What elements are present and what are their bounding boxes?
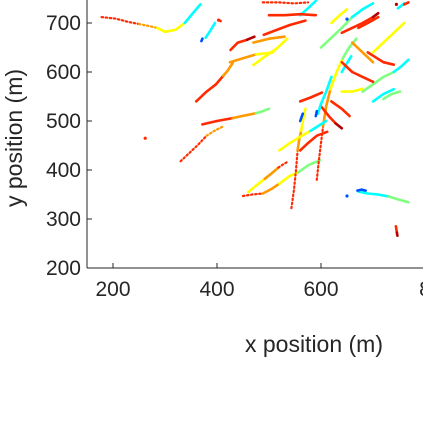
track-50: [350, 2, 375, 19]
track-39: [298, 130, 329, 152]
track-65: [356, 188, 367, 192]
track-64: [387, 195, 410, 204]
y-tick-label: 300: [46, 208, 81, 231]
track-51: [330, 8, 349, 25]
track-44: [334, 122, 344, 130]
x-tick-label: 400: [199, 278, 234, 301]
track-12: [298, 0, 318, 17]
track-17: [194, 74, 225, 103]
y-tick-label: 700: [46, 12, 81, 35]
trajectory-tracks: [100, 0, 410, 237]
track-22: [231, 111, 258, 120]
track-68: [357, 15, 380, 30]
track-49: [319, 15, 354, 49]
track-8: [245, 35, 256, 41]
track-31: [290, 149, 299, 210]
axes: [86, 0, 423, 269]
track-70: [402, 1, 410, 6]
track-9: [228, 53, 258, 64]
track-52: [340, 15, 375, 35]
track-41: [309, 119, 328, 133]
track-0: [100, 16, 141, 26]
track-19: [179, 134, 208, 163]
track-3: [183, 3, 202, 25]
track-13: [267, 12, 318, 17]
track-63: [357, 190, 390, 198]
track-56: [361, 70, 396, 93]
track-23: [254, 107, 271, 115]
track-7: [229, 38, 249, 52]
track-15: [252, 35, 286, 44]
x-tick-label: 600: [303, 278, 338, 301]
x-tick-label: 8: [419, 278, 423, 301]
y-tick-label: 400: [46, 159, 81, 182]
track-32: [296, 129, 303, 152]
point-1: [217, 18, 221, 22]
track-55: [350, 41, 375, 64]
point-2: [345, 194, 349, 198]
track-4: [204, 21, 217, 39]
track-26: [277, 160, 290, 169]
track-60: [340, 87, 364, 93]
track-27: [241, 192, 264, 198]
point-3: [394, 2, 398, 6]
track-61: [371, 87, 396, 103]
track-45: [316, 75, 333, 115]
track-58: [371, 21, 406, 54]
y-tick-label: 200: [46, 257, 81, 280]
x-tick-label: 200: [95, 278, 130, 301]
track-33: [299, 107, 307, 133]
x-axis-ticks: 200 400 600 8: [95, 263, 423, 301]
point-4: [345, 17, 349, 21]
track-47: [340, 55, 353, 74]
track-21: [201, 116, 234, 126]
track-62: [382, 90, 402, 101]
track-53: [371, 11, 380, 19]
track-5: [200, 37, 204, 43]
track-20: [205, 125, 224, 137]
track-35: [321, 87, 332, 128]
point-0: [143, 136, 147, 140]
track-48: [330, 100, 351, 118]
y-tick-label: 500: [46, 110, 81, 133]
track-43: [319, 105, 337, 125]
y-axis-label: y position (m): [1, 69, 27, 207]
track-57: [392, 58, 410, 74]
track-67: [395, 231, 399, 237]
x-axis-label: x position (m): [245, 331, 383, 357]
track-24: [246, 177, 267, 194]
y-tick-label: 600: [46, 61, 81, 84]
track-42: [298, 112, 305, 123]
track-1: [137, 22, 159, 29]
track-54: [366, 51, 396, 66]
track-59: [340, 60, 375, 84]
y-axis-ticks: 200 300 400 500 600 700: [46, 12, 92, 280]
track-14: [262, 19, 307, 37]
track-18: [221, 61, 234, 78]
track-30: [296, 158, 322, 174]
track-37: [341, 37, 358, 60]
track-28: [261, 182, 281, 195]
track-11: [261, 1, 310, 5]
track-2: [155, 21, 187, 34]
track-46: [314, 109, 319, 118]
track-38: [298, 91, 324, 103]
track-16: [252, 37, 289, 67]
track-25: [263, 166, 280, 181]
track-40: [278, 129, 312, 152]
